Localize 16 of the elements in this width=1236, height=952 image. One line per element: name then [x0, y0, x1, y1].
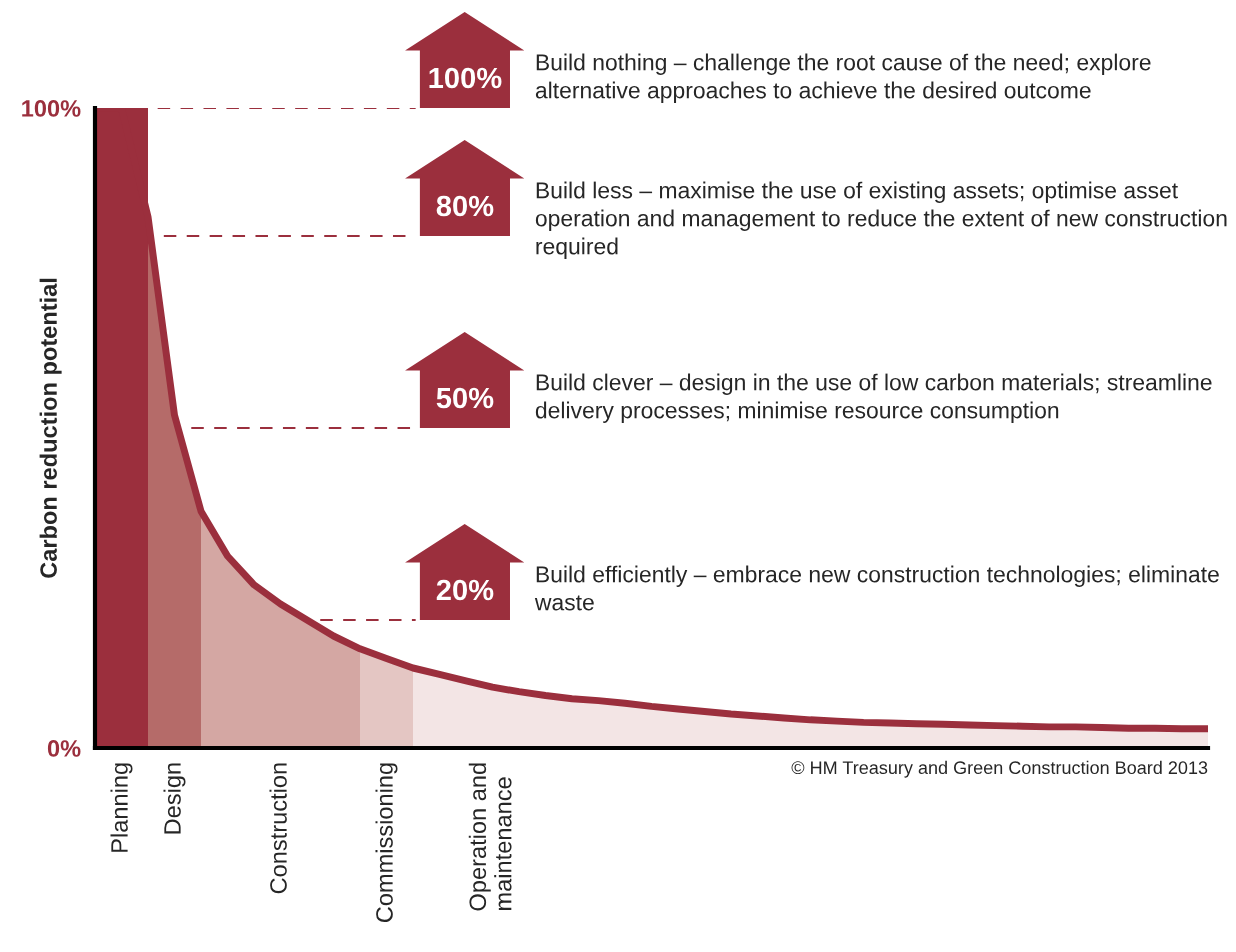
y-axis-title: Carbon reduction potential [39, 278, 62, 578]
x-tick-label: Design [163, 763, 186, 834]
x-tick-label: Construction [269, 763, 287, 894]
annotation: Build efficiently – embrace new construction technologies; eliminate waste [534, 565, 1219, 611]
text: Build nothing – challenge the root cause of the need; explore alternative approaches to achieve the desired outcome [535, 53, 1151, 103]
x-tick-label: Commissioning [375, 763, 398, 923]
x-tick-label: Operation and maintenance [468, 763, 512, 911]
x-tick-label: Planning [110, 763, 133, 852]
ref-line-label: 20% [436, 579, 494, 601]
text: © HM Treasury and Green Construction Board 2013 [791, 760, 1208, 778]
ref-line-label: 80% [436, 195, 494, 217]
y-tick-label: 0% [47, 740, 81, 757]
ref-line-label: 50% [436, 387, 494, 409]
annotation: Build clever – design in the use of low carbon materials; streamline delivery processes; minimise resource consumption [535, 373, 1212, 423]
ref-line-label: 100% [429, 67, 502, 89]
annotation: Build less – maximise the use of existing assets; optimise asset operation and management to reduce the extent of new construction required [535, 181, 1227, 259]
